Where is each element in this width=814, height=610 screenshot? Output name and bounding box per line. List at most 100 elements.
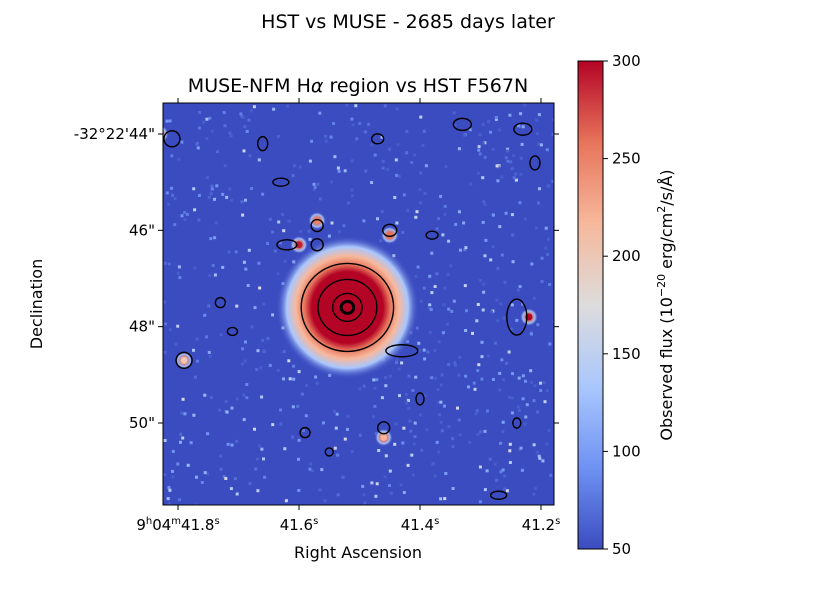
speckle [495, 298, 499, 302]
speckle [509, 160, 513, 164]
speckle [468, 128, 472, 132]
speckle [299, 230, 303, 233]
speckle [496, 319, 500, 323]
speckle [241, 362, 244, 366]
speckle [381, 166, 385, 170]
source-contour [163, 130, 181, 148]
speckle [544, 246, 548, 250]
speckle [223, 124, 227, 128]
speckle [374, 494, 378, 498]
speckle [181, 397, 185, 401]
speckle [479, 430, 483, 434]
speckle [195, 337, 199, 341]
central-contour [339, 299, 356, 315]
speckle [449, 264, 453, 268]
speckle [178, 498, 182, 502]
speckle [536, 323, 540, 327]
speckle [417, 341, 421, 345]
speckle [480, 377, 484, 381]
speckle [312, 188, 316, 192]
speckle [308, 467, 312, 471]
speckle [313, 185, 317, 189]
speckle [372, 415, 375, 419]
speckle [320, 468, 324, 472]
x-axis: 9h​04m​41.8s​ 41.6s​ 41.4s​ 41.2s​ [136, 98, 560, 534]
speckle [411, 389, 415, 392]
speckle [511, 233, 515, 237]
speckle [535, 118, 539, 122]
speckle [388, 484, 391, 487]
speckle [483, 429, 487, 433]
speckle [170, 186, 173, 190]
speckle [200, 481, 204, 484]
speckle [248, 482, 252, 485]
source-contour [310, 238, 324, 252]
colorbar-label-prefix: Observed flux (10 [657, 297, 676, 440]
speckle [420, 448, 424, 452]
plot-frame [162, 102, 555, 506]
speckle [343, 437, 347, 441]
speckle [208, 274, 212, 278]
speckle [501, 430, 505, 433]
source-contour [324, 447, 334, 457]
speckle [168, 328, 172, 332]
speckle [364, 169, 368, 173]
speckle [450, 309, 454, 313]
speckle [205, 176, 209, 180]
speckle [278, 241, 282, 245]
speckle [525, 403, 529, 407]
speckle [489, 258, 493, 262]
speckle [322, 421, 325, 425]
speckle [224, 400, 228, 404]
speckle [388, 374, 392, 378]
speckle [414, 375, 418, 379]
speckle [286, 104, 289, 108]
speckle [404, 393, 408, 397]
speckle [518, 285, 522, 289]
speckle [196, 146, 200, 150]
speckle [516, 405, 520, 409]
speckle [266, 337, 270, 341]
speckle [532, 443, 536, 447]
speckle [250, 325, 254, 329]
speckle [447, 363, 451, 366]
speckle [416, 265, 420, 269]
speckle [529, 332, 533, 336]
speckle [462, 133, 466, 137]
speckle [206, 472, 210, 476]
speckle [547, 184, 550, 188]
speckle [508, 449, 512, 453]
speckle [510, 411, 514, 415]
speckle [410, 161, 414, 164]
speckle [483, 202, 487, 206]
speckle [262, 349, 266, 353]
speckle [176, 462, 180, 466]
speckle [205, 335, 208, 339]
y-tick-label: -32°22'44" [74, 125, 155, 143]
speckle [355, 137, 359, 141]
speckle [203, 313, 207, 317]
speckle [511, 372, 514, 376]
speckle [345, 103, 349, 107]
speckle [532, 492, 536, 496]
speckle [438, 413, 441, 417]
speckle [254, 467, 258, 471]
speckle [428, 303, 432, 307]
source-contour [512, 417, 522, 429]
speckle [511, 260, 515, 264]
source-contour [299, 426, 311, 439]
speckle [468, 440, 472, 444]
speckle [305, 384, 308, 387]
speckle [165, 119, 169, 123]
speckle [260, 395, 264, 399]
colorbar-label-exp2: 2 [655, 206, 668, 213]
speckle [192, 413, 196, 417]
speckle [433, 377, 437, 381]
speckle [481, 123, 485, 127]
speckle [358, 387, 362, 391]
speckle [491, 245, 495, 249]
speckle [181, 436, 185, 440]
emission-blobs [163, 125, 538, 447]
speckle [421, 144, 425, 147]
speckle [418, 188, 422, 192]
